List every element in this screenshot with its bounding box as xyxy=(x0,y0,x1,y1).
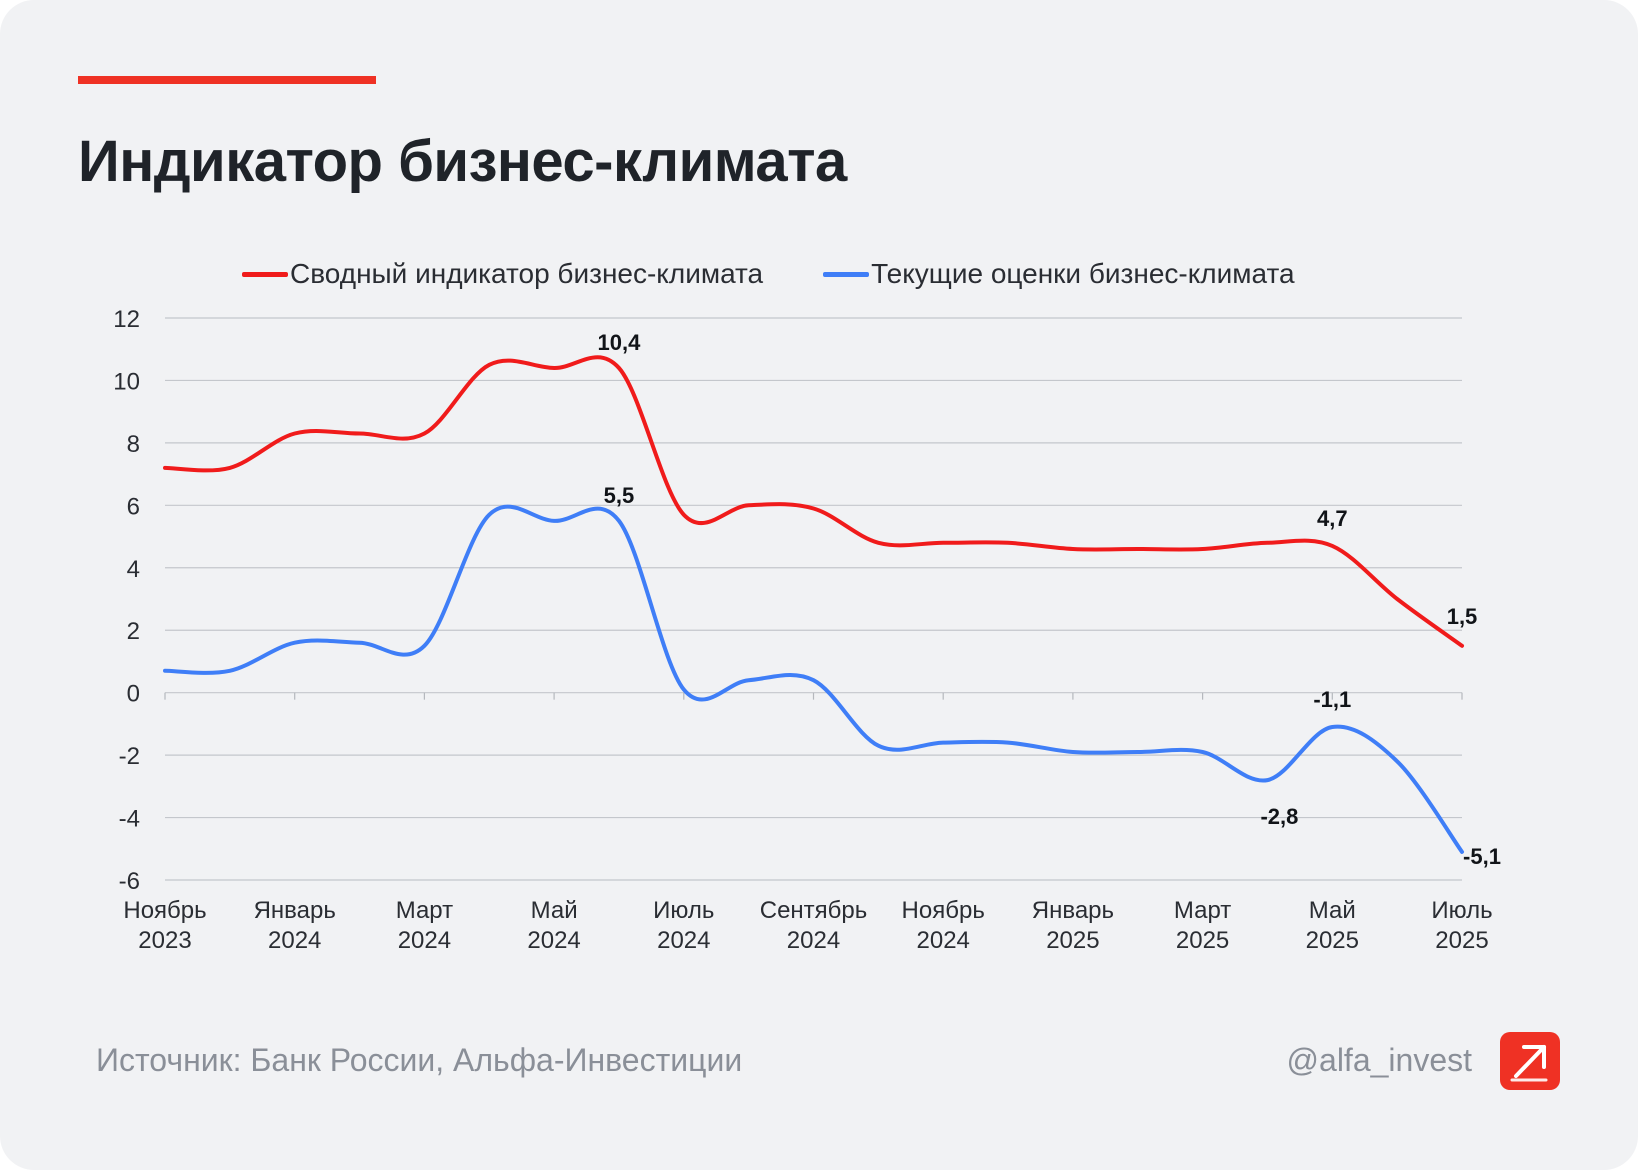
x-tick-label: Сентябрь 2024 xyxy=(760,897,868,954)
y-tick-label: 8 xyxy=(127,431,140,458)
y-tick-label: 12 xyxy=(113,306,140,333)
y-tick-label: 6 xyxy=(127,493,140,520)
source-note: Источник: Банк России, Альфа-Инвестиции xyxy=(96,1042,743,1078)
y-tick-label: 10 xyxy=(113,368,140,395)
y-tick-label: -4 xyxy=(119,806,140,833)
social-handle[interactable]: @alfa_invest xyxy=(1286,1042,1472,1078)
legend-item-red: Сводный индикатор бизнес-климата xyxy=(242,258,763,290)
y-tick-label: 2 xyxy=(127,618,140,645)
data-label: -5,1 xyxy=(1463,844,1501,869)
y-tick-label: 0 xyxy=(127,681,140,708)
data-label: -1,1 xyxy=(1313,687,1351,712)
legend-label-red: Сводный индикатор бизнес-климата xyxy=(290,258,764,289)
x-tick-label: Январь 2025 xyxy=(1032,897,1114,954)
x-tick-label: Март 2025 xyxy=(1174,897,1231,954)
legend-swatch-blue xyxy=(823,271,870,277)
y-tick-label: -2 xyxy=(119,743,140,770)
x-tick-label: Ноябрь 2023 xyxy=(123,897,206,954)
legend-swatch-red xyxy=(242,271,288,277)
x-tick-label: Июль 2025 xyxy=(1431,897,1492,954)
x-tick-label: Январь 2024 xyxy=(254,897,336,954)
data-label: 1,5 xyxy=(1447,604,1478,629)
data-label: 5,5 xyxy=(604,483,635,508)
chart-legend: Сводный индикатор бизнес-климата Текущие… xyxy=(242,258,1355,290)
brand-logo xyxy=(1500,1032,1560,1090)
x-tick-label: Март 2024 xyxy=(396,897,453,954)
y-tick-label: 4 xyxy=(127,556,140,583)
arrow-up-right-icon xyxy=(1510,1045,1548,1082)
accent-bar xyxy=(78,76,376,84)
y-tick-label: -6 xyxy=(119,868,140,895)
x-tick-label: Май 2024 xyxy=(527,897,580,954)
data-label: -2,8 xyxy=(1260,804,1298,829)
x-tick-label: Ноябрь 2024 xyxy=(902,897,985,954)
series-line-composite xyxy=(163,355,1464,648)
series-line-current xyxy=(163,504,1464,854)
legend-item-blue: Текущие оценки бизнес-климата xyxy=(823,258,1295,290)
x-tick-label: Июль 2024 xyxy=(653,897,714,954)
x-tick-label: Май 2025 xyxy=(1306,897,1359,954)
data-label: 4,7 xyxy=(1317,506,1348,531)
data-label: 10,4 xyxy=(598,330,642,355)
page-title: Индикатор бизнес-климата xyxy=(78,129,847,194)
legend-label-blue: Текущие оценки бизнес-климата xyxy=(871,258,1295,289)
